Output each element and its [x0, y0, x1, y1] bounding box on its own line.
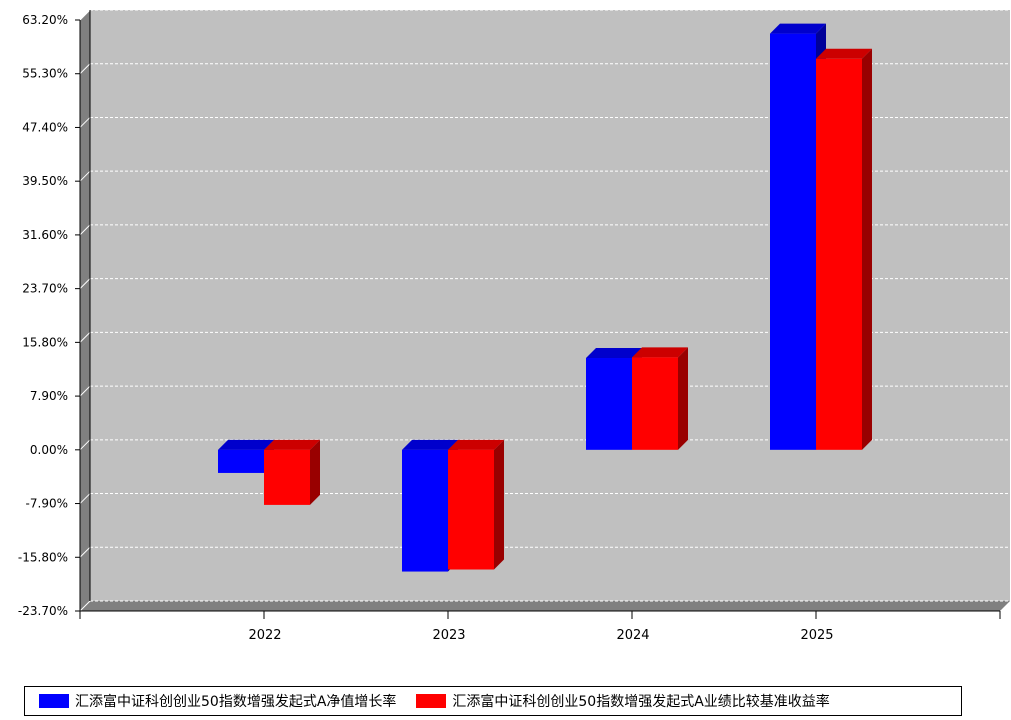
bar-side — [494, 439, 504, 570]
grid-line-side — [79, 600, 91, 612]
grid-line-side — [79, 117, 91, 128]
plot-left-wall — [80, 10, 90, 611]
bar-top — [448, 439, 504, 450]
grid-line-side — [79, 493, 91, 504]
y-tick-label: -7.90% — [26, 497, 68, 511]
y-tick-label: 23.70% — [22, 282, 68, 296]
legend-label-benchmark: 汇添富中证科创创业50指数增强发起式A业绩比较基准收益率 — [452, 694, 830, 710]
bar-side — [678, 347, 688, 450]
bar — [402, 449, 448, 572]
grid-line-side — [79, 63, 91, 75]
bar — [448, 449, 494, 570]
y-tick-label: -23.70% — [18, 604, 68, 618]
bar — [816, 58, 862, 450]
legend-item-nav-growth: 汇添富中证科创创业50指数增强发起式A净值增长率 — [39, 691, 396, 711]
y-tick-label: -15.80% — [18, 550, 68, 564]
legend-swatch-blue — [39, 694, 69, 708]
grid-line-side — [79, 278, 91, 289]
y-tick-label: 55.30% — [22, 67, 68, 81]
x-tick-label: 2025 — [800, 628, 833, 643]
grid-line-side — [79, 9, 91, 21]
y-tick-label: 15.80% — [22, 335, 68, 349]
bar-top — [218, 439, 274, 450]
legend-swatch-red — [416, 694, 447, 708]
grid-line-side — [79, 170, 91, 182]
bar-top — [586, 348, 642, 359]
bar-side — [862, 48, 872, 450]
grid-line-side — [79, 439, 91, 451]
legend-item-benchmark: 汇添富中证科创创业50指数增强发起式A业绩比较基准收益率 — [416, 691, 830, 711]
x-tick-label: 2024 — [616, 628, 649, 643]
plot-floor — [80, 601, 1010, 611]
y-tick-label: 39.50% — [22, 174, 68, 188]
y-tick-label: 31.60% — [22, 228, 68, 242]
bar — [770, 33, 816, 450]
grid-line-side — [79, 385, 91, 397]
y-tick-label: 47.40% — [22, 120, 68, 134]
legend-label-nav-growth: 汇添富中证科创创业50指数增强发起式A净值增长率 — [75, 694, 397, 710]
bar-side — [310, 439, 320, 505]
bar-top — [264, 439, 320, 450]
bar — [586, 358, 632, 450]
grid-line-side — [79, 332, 91, 343]
bar — [218, 449, 264, 473]
y-tick-label: 63.20% — [22, 13, 68, 27]
bar — [264, 449, 310, 505]
bar-top — [816, 48, 872, 59]
bar-top — [402, 439, 458, 450]
bar-top — [632, 347, 688, 358]
x-tick-label: 2022 — [248, 628, 281, 643]
grid-line-side — [79, 224, 91, 236]
y-tick-label: 0.00% — [30, 443, 68, 457]
bar — [632, 357, 678, 450]
legend: 汇添富中证科创创业50指数增强发起式A净值增长率 汇添富中证科创创业50指数增强… — [24, 686, 962, 716]
chart-svg: 63.20% 55.30% 47.40% 39.50% 31.60% 23.70% 15.8… — [18, 9, 1010, 643]
bar-top — [770, 23, 826, 34]
y-tick-label: 7.90% — [30, 389, 68, 403]
x-tick-label: 2023 — [432, 628, 465, 643]
grid-line-side — [79, 546, 91, 558]
